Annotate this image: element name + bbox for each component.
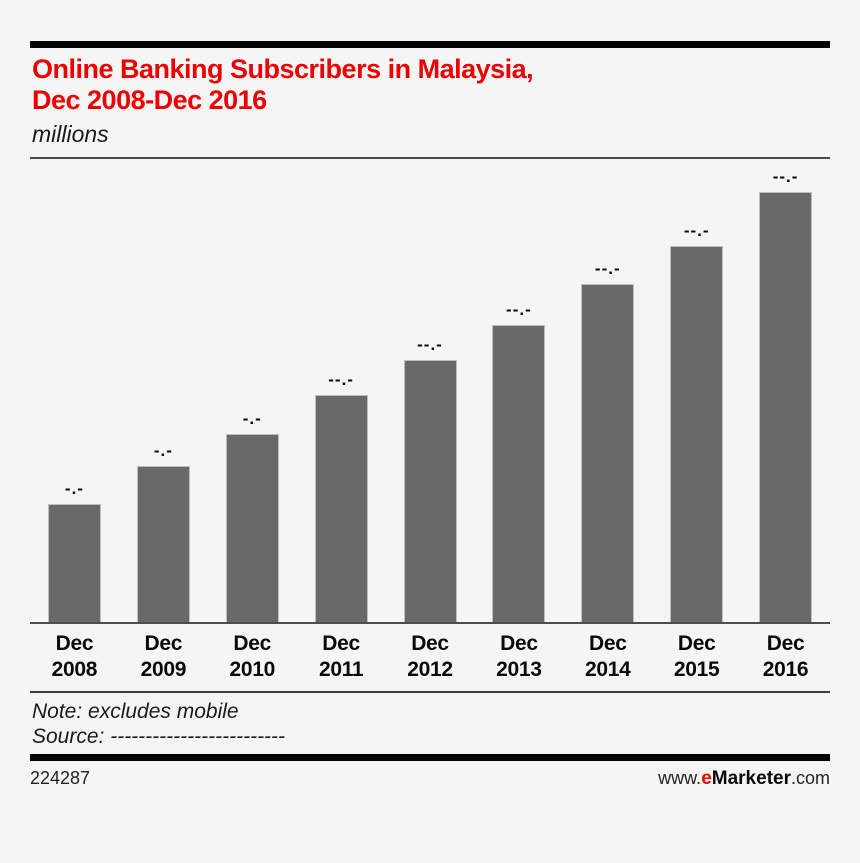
bar-column: --.- — [741, 167, 830, 622]
brand-name: Marketer — [711, 768, 791, 789]
bar-column: -.- — [30, 479, 119, 622]
bar-column: --.- — [563, 259, 652, 622]
note-text: Note: excludes mobile — [32, 700, 239, 723]
bar-value-label: --.- — [506, 300, 532, 319]
x-axis-label: Dec 2009 — [140, 632, 187, 681]
bar-chart-plot-area: -.- -.- -.- --.- --.- --.- --.- --.- --.- — [30, 159, 830, 624]
bar-value-label: -.- — [242, 409, 262, 428]
brand-prefix: www. — [658, 768, 702, 788]
bar — [759, 192, 813, 622]
bar-column: -.- — [119, 441, 208, 622]
header-divider — [30, 157, 830, 159]
bar-value-label: -.- — [153, 441, 173, 460]
emarketer-logo: www.eMarketer.com — [658, 768, 830, 790]
brand-e: e — [701, 768, 712, 789]
bar-value-label: --.- — [417, 335, 443, 354]
bar — [136, 466, 190, 622]
bar-value-label: --.- — [772, 167, 799, 186]
bar-value-label: -.- — [64, 479, 84, 498]
x-axis-label: Dec 2010 — [229, 632, 275, 681]
x-axis-label: Dec 2015 — [673, 632, 720, 681]
top-border-bar — [30, 41, 830, 48]
bar-column: --.- — [386, 335, 475, 622]
chart-card: Online Banking Subscribers in Malaysia, … — [30, 41, 830, 790]
x-axis-label: Dec 2008 — [51, 632, 98, 681]
source-text: Source: ------------------------- — [32, 725, 286, 748]
bar-value-label: --.- — [683, 221, 710, 240]
bar-column: --.- — [474, 300, 563, 622]
bar-value-label: --.- — [328, 370, 354, 389]
x-axis-label: Dec 2014 — [585, 632, 631, 681]
chart-id: 224287 — [30, 768, 91, 788]
x-axis-label: Dec 2012 — [407, 632, 453, 681]
bar — [47, 504, 101, 622]
x-axis-labels: Dec 2008 Dec 2009 Dec 2010 Dec 2011 Dec 2012… — [30, 624, 830, 683]
brand-suffix: .com — [790, 768, 830, 788]
bottom-border-bar — [30, 754, 830, 761]
bar — [403, 360, 457, 622]
bar — [314, 395, 368, 622]
bar — [581, 284, 635, 622]
footnote-divider — [30, 691, 830, 693]
bar — [225, 434, 279, 622]
footer: 224287 www.eMarketer.com — [30, 768, 830, 790]
x-axis-label: Dec 2013 — [496, 632, 542, 681]
x-axis-label: Dec 2016 — [762, 632, 809, 681]
bar — [670, 246, 724, 622]
bar — [492, 325, 546, 622]
bar-column: -.- — [208, 409, 297, 622]
bar-column: --.- — [297, 370, 386, 622]
bar-value-label: --.- — [594, 259, 621, 278]
chart-unit-label: millions — [32, 121, 109, 147]
bar-column: --.- — [652, 221, 741, 622]
x-axis-label: Dec 2011 — [318, 632, 364, 681]
chart-title: Online Banking Subscribers in Malaysia, … — [32, 54, 534, 115]
